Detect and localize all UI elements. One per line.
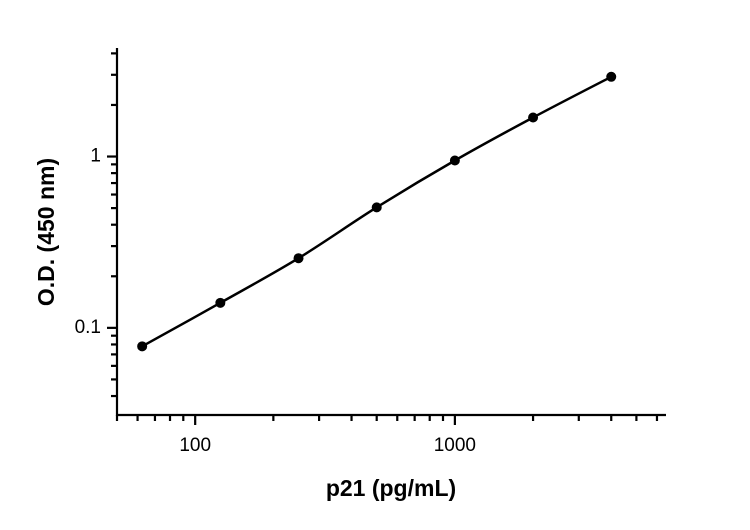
data-point bbox=[293, 253, 304, 264]
y-axis-title: O.D. (450 nm) bbox=[33, 158, 59, 306]
data-point bbox=[137, 341, 148, 352]
data-point bbox=[449, 155, 460, 166]
x-tick-label: 1000 bbox=[434, 435, 476, 456]
data-point bbox=[528, 112, 539, 123]
x-axis-title: p21 (pg/mL) bbox=[326, 475, 456, 501]
x-tick-label: 100 bbox=[179, 435, 211, 456]
data-point bbox=[371, 202, 382, 213]
y-tick-label: 0.1 bbox=[75, 317, 101, 338]
data-point bbox=[606, 71, 617, 82]
data-point bbox=[215, 297, 226, 308]
y-tick-label: 1 bbox=[90, 146, 101, 167]
